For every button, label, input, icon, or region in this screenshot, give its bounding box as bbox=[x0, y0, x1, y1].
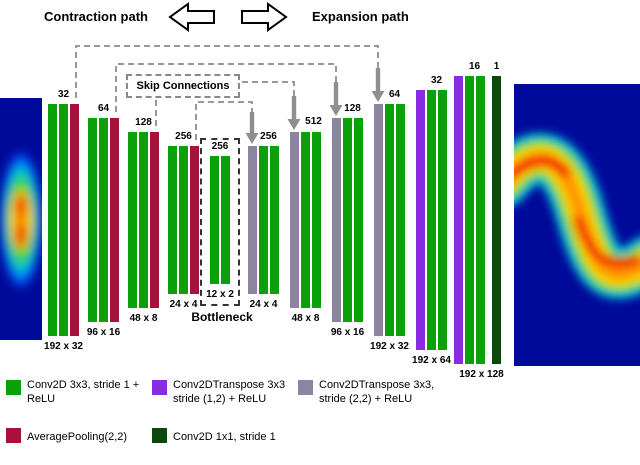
legend-conv1x1-label: Conv2D 1x1, stride 1 bbox=[173, 431, 276, 443]
pool-bar bbox=[70, 104, 79, 336]
pool-bar bbox=[190, 146, 199, 294]
decoder-block-4: 64 192 x 32 bbox=[370, 89, 409, 352]
transpose-bar bbox=[290, 132, 299, 308]
conv-bar bbox=[128, 132, 137, 308]
channels-label: 32 bbox=[430, 75, 443, 86]
encoder-block-2: 64 96 x 16 bbox=[87, 103, 120, 338]
conv-bar bbox=[343, 118, 352, 322]
skip-connections-label: Skip Connections bbox=[126, 74, 240, 98]
conv-bar bbox=[88, 118, 97, 322]
size-label: 24 x 4 bbox=[249, 299, 278, 310]
decoder-block-2: 512 48 x 8 bbox=[290, 116, 322, 324]
channels-label: 256 bbox=[211, 141, 229, 152]
transpose-bar bbox=[332, 118, 341, 322]
conv-bar bbox=[396, 104, 405, 336]
size-label: 48 x 8 bbox=[129, 313, 158, 324]
skip-arrow-icon-4 bbox=[371, 68, 385, 102]
skip-arrow-icon-3 bbox=[329, 82, 343, 116]
encoder-block-1: 32 192 x 32 bbox=[44, 89, 83, 352]
decoder-block-6: 16 192 x 128 bbox=[454, 61, 504, 380]
bottleneck-box bbox=[200, 138, 240, 306]
size-label: 192 x 32 bbox=[44, 341, 83, 352]
legend-transpose22-label: Conv2DTranspose 3x3, stride (2,2) + ReLU bbox=[319, 379, 435, 405]
channels-label: 32 bbox=[57, 89, 70, 100]
channels-label: 128 bbox=[135, 117, 152, 128]
channels-label: 1 bbox=[493, 61, 500, 72]
contraction-arrow-icon bbox=[168, 2, 215, 32]
conv-bar bbox=[259, 146, 268, 294]
conv-bar bbox=[385, 104, 394, 336]
conv-bar bbox=[438, 90, 447, 350]
legend-conv1x1-swatch bbox=[152, 428, 167, 443]
size-label: 192 x 128 bbox=[459, 369, 504, 380]
contraction-path-title: Contraction path bbox=[44, 9, 148, 24]
transpose-bar bbox=[374, 104, 383, 336]
conv-bar bbox=[139, 132, 148, 308]
legend-transpose12-label: Conv2DTranspose 3x3 stride (1,2) + ReLU bbox=[173, 379, 286, 405]
transpose-bar bbox=[416, 90, 425, 350]
conv-bar bbox=[99, 118, 108, 322]
skip-connection-line-4 bbox=[195, 101, 253, 140]
conv-bar bbox=[312, 132, 321, 308]
encoder-block-3: 128 48 x 8 bbox=[128, 117, 159, 324]
bottleneck-label: Bottleneck bbox=[191, 310, 253, 324]
conv-bar bbox=[210, 156, 219, 284]
expansion-arrow-icon bbox=[241, 2, 288, 32]
conv-bar bbox=[59, 104, 68, 336]
skip-connection-line-2 bbox=[115, 63, 337, 112]
input-spectrogram bbox=[0, 98, 42, 340]
conv-bar bbox=[476, 76, 485, 364]
channels-label: 256 bbox=[175, 131, 192, 142]
skip-arrow-icon-1 bbox=[245, 112, 259, 144]
conv-bar bbox=[465, 76, 474, 364]
size-label: 96 x 16 bbox=[86, 327, 121, 338]
size-label: 192 x 32 bbox=[370, 341, 409, 352]
conv-bar bbox=[354, 118, 363, 322]
bottleneck-block: 256 12 x 2 bbox=[206, 141, 234, 300]
output-spectrogram bbox=[514, 84, 640, 366]
legend-transpose22-swatch bbox=[298, 380, 313, 395]
channels-label: 512 bbox=[305, 116, 322, 127]
output-conv-block: 1 bbox=[492, 61, 501, 364]
conv-bar bbox=[301, 132, 310, 308]
decoder-block-3: 128 96 x 16 bbox=[331, 103, 364, 338]
transpose-bar bbox=[454, 76, 463, 364]
decoder-block-1: 256 24 x 4 bbox=[248, 131, 279, 310]
conv-bar bbox=[48, 104, 57, 336]
size-label: 24 x 4 bbox=[169, 299, 198, 310]
conv-bar bbox=[168, 146, 177, 294]
pool-bar bbox=[150, 132, 159, 308]
conv-bar bbox=[179, 146, 188, 294]
encoder-block-4: 256 24 x 4 bbox=[168, 131, 199, 310]
pool-bar bbox=[110, 118, 119, 322]
legend-avgpool-label: AveragePooling(2,2) bbox=[27, 431, 128, 443]
transpose-bar bbox=[248, 146, 257, 294]
channels-label: 64 bbox=[97, 103, 110, 114]
skip-arrow-icon-2 bbox=[287, 96, 301, 130]
channels-label: 128 bbox=[344, 103, 361, 114]
channels-label: 64 bbox=[388, 89, 401, 100]
size-label: 12 x 2 bbox=[206, 289, 234, 300]
legend-conv2d-swatch bbox=[6, 380, 21, 395]
legend-avgpool-swatch bbox=[6, 428, 21, 443]
conv1x1-bar bbox=[492, 76, 501, 364]
legend-conv2d-label: Conv2D 3x3, stride 1 + ReLU bbox=[27, 379, 140, 405]
conv-bar bbox=[427, 90, 436, 350]
decoder-block-5: 32 192 x 64 bbox=[412, 75, 451, 366]
size-label: 96 x 16 bbox=[330, 327, 365, 338]
conv-bar bbox=[221, 156, 230, 284]
size-label: 192 x 64 bbox=[412, 355, 451, 366]
conv-bar bbox=[270, 146, 279, 294]
size-label: 48 x 8 bbox=[291, 313, 320, 324]
skip-connection-line-1 bbox=[75, 45, 379, 98]
channels-label: 256 bbox=[260, 131, 277, 142]
expansion-path-title: Expansion path bbox=[312, 9, 409, 24]
legend-transpose12-swatch bbox=[152, 380, 167, 395]
channels-label: 16 bbox=[468, 61, 481, 72]
